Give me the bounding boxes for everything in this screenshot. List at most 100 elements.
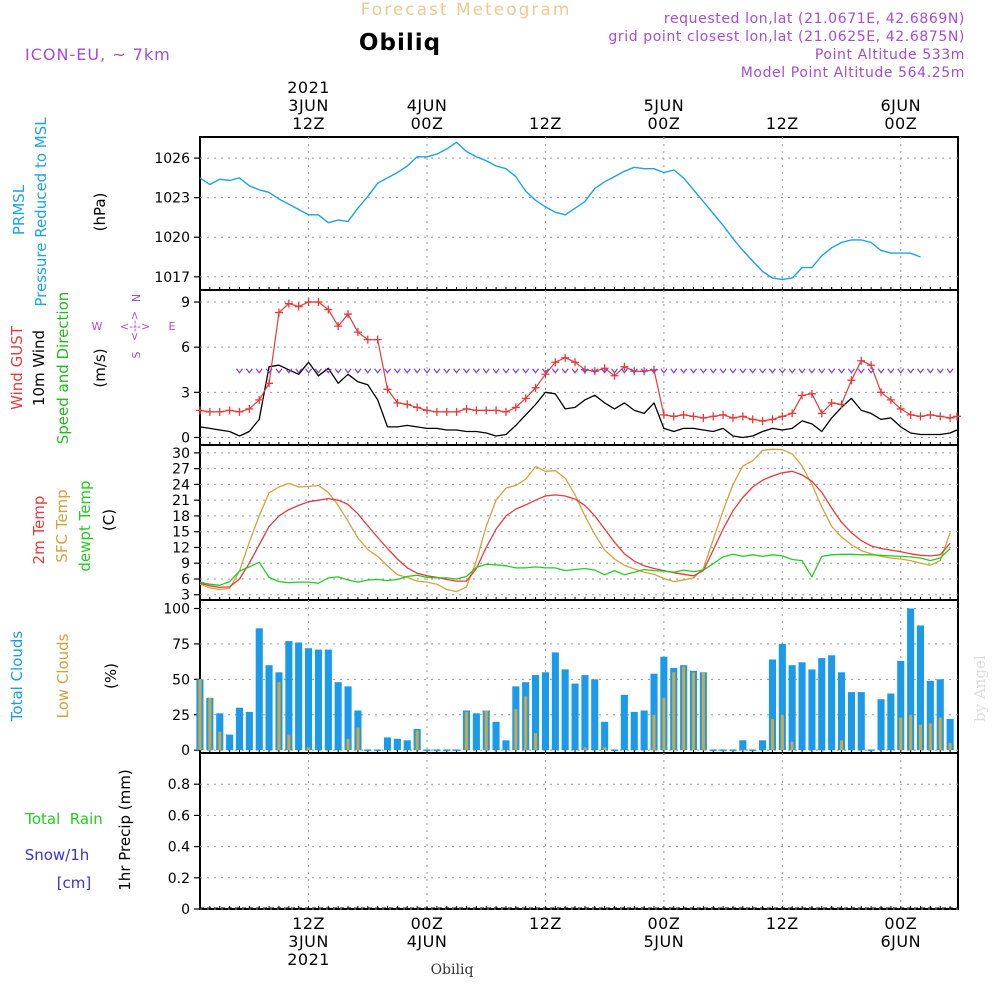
total-cloud-bar (877, 699, 885, 751)
total-cloud-bar (640, 710, 648, 751)
clouds-units: (%) (102, 663, 120, 689)
wind-gust-marker (679, 410, 688, 419)
wind-gust-marker (215, 407, 224, 416)
wind-direction-arrow (295, 368, 303, 374)
wind-direction-arrow (453, 368, 461, 374)
top-axis-label: 00Z (884, 114, 917, 133)
wind-direction-arrow (798, 368, 806, 374)
pressure-line (199, 141, 921, 281)
wind-gust-line (199, 301, 958, 422)
low-cloud-bar (780, 714, 784, 751)
clouds-panel: Total Clouds Low Clouds (%) 0 25 50 75 100 (8, 599, 959, 759)
model-label: ICON-EU, ~ 7km (25, 45, 171, 64)
temp-sfc-label: SFC Temp (53, 489, 71, 562)
low-cloud-bar (948, 743, 952, 751)
wind-gust-marker (916, 412, 925, 421)
wind-direction-arrow (334, 368, 342, 374)
wind-direction-arrow (857, 368, 865, 374)
wind-direction-arrow (926, 368, 934, 374)
wind-direction-arrow (611, 368, 619, 374)
wind-direction-arrow (463, 368, 470, 374)
low-cloud-bar (909, 714, 913, 751)
wind-gust-marker (274, 308, 283, 317)
y-tick-label: 24 (172, 477, 190, 493)
wind-units: (m/s) (91, 348, 109, 387)
total-rain-label: Total Rain (24, 810, 103, 828)
wind-direction-arrow (739, 368, 747, 374)
wind-gust-marker (719, 410, 728, 419)
low-cloud-bar (514, 709, 518, 751)
low-cloud-bar (287, 734, 291, 751)
bottom-axis-label: 3JUN (288, 932, 329, 951)
low-cloud-bar (198, 679, 202, 751)
wind-direction-arrow (670, 368, 678, 374)
wind-gust-marker (235, 407, 244, 416)
wind-direction-arrow (403, 368, 411, 374)
total-cloud-bar (532, 675, 540, 751)
wind-direction-arrow (571, 368, 579, 374)
wind-direction-arrow (551, 368, 559, 374)
low-cloud-bar (918, 724, 922, 751)
wind-gust-marker (906, 410, 915, 419)
temp-2m-line (199, 470, 951, 589)
wind-gust-marker (778, 412, 787, 421)
total-cloud-bar (847, 692, 855, 751)
wind-gust-marker (501, 407, 510, 416)
wind-gust-marker (699, 413, 708, 422)
wind-gust-marker (492, 406, 501, 415)
wind-direction-arrow (502, 368, 510, 374)
low-cloud-bar (691, 672, 695, 751)
wind-gust-marker (728, 413, 737, 422)
wind-direction-arrow (788, 368, 796, 374)
total-cloud-bar (235, 707, 243, 751)
y-tick-label: 6 (181, 572, 190, 588)
wind-compass: N S W E <---> <---> (92, 294, 176, 359)
low-cloud-bar (346, 738, 350, 751)
wind-gust-marker (857, 356, 866, 365)
wind-gust-marker (196, 406, 204, 415)
wind-gust-marker (314, 298, 323, 307)
y-tick-label: 1017 (154, 270, 190, 286)
wind-gust-marker (738, 412, 747, 421)
wind-direction-arrow (768, 368, 776, 374)
low-cloud-bar (790, 741, 794, 751)
y-tick-label: 27 (172, 462, 190, 478)
wind-gust-marker (521, 394, 530, 403)
pressure-units: (hPa) (91, 193, 109, 232)
total-cloud-bar (551, 652, 559, 751)
sfc-temp-line (199, 448, 951, 593)
wind-direction-arrow (660, 368, 668, 374)
temp-units: (C) (100, 509, 118, 531)
wind-gust-marker (946, 413, 955, 422)
wind-gust-marker (600, 364, 609, 373)
total-clouds-label: Total Clouds (8, 631, 26, 723)
low-cloud-bar (583, 747, 587, 751)
total-cloud-bar (571, 683, 579, 751)
wind-direction-arrow (601, 368, 609, 374)
wind-direction-arrow (640, 368, 648, 374)
y-tick-label: 3 (181, 588, 190, 604)
low-cloud-bar (840, 740, 844, 751)
wind-gust-marker (255, 395, 264, 404)
wind-direction-arrow (541, 368, 549, 374)
wind-gust-marker (571, 358, 580, 367)
wind-direction-arrow (532, 368, 540, 374)
wind-gust-marker (205, 407, 214, 416)
total-cloud-bar (650, 673, 658, 751)
compass-east: E (169, 320, 176, 333)
wind-gust-marker (561, 353, 570, 362)
top-axis-label: 00Z (647, 114, 680, 133)
bottom-axis-label: 12Z (529, 914, 562, 933)
wind-direction-arrow (235, 368, 243, 374)
total-cloud-bar (314, 649, 322, 751)
pressure-panel: PRMSL Pressure Reduced to MSL (hPa) 1017… (10, 117, 959, 307)
wind-direction-arrow (936, 368, 944, 374)
wind-gust-marker (807, 389, 816, 398)
wind-gust-marker (768, 415, 777, 424)
low-cloud-bar (464, 711, 468, 751)
panel-frame (199, 289, 959, 446)
bottom-axis-label: 00Z (647, 914, 680, 933)
pressure-label-msl: Pressure Reduced to MSL (32, 117, 50, 307)
point-altitude: Point Altitude 533m (815, 47, 965, 63)
wind-direction-label: Speed and Direction (54, 292, 72, 445)
